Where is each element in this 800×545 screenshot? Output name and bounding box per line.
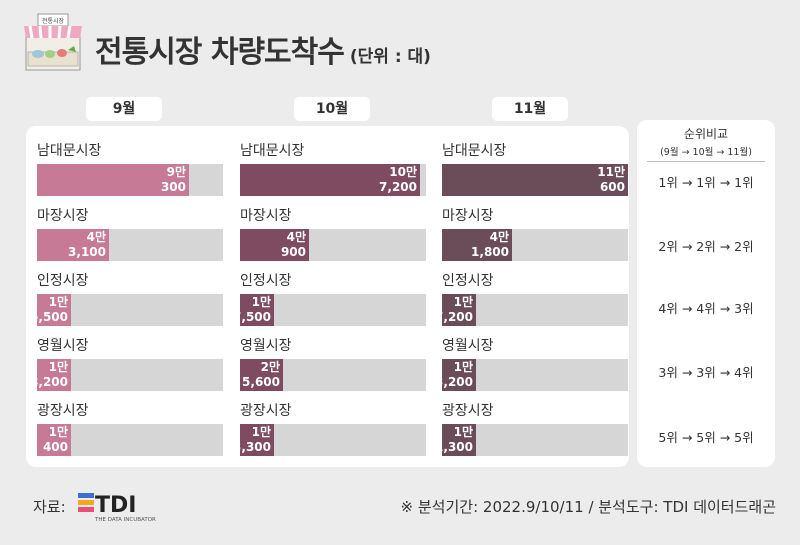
bar-oct: 1만 3,300 — [233, 424, 274, 456]
bar-value-label: 1만 400 — [42, 425, 68, 454]
logo-subtext: THE DATA INCUBATOR — [94, 517, 156, 523]
market-name-nov: 광장시장 — [442, 403, 494, 419]
rank-row: 5위 → 5위 → 5위 — [658, 430, 754, 445]
title-block: 전통시장 차량도착수 (단위 : 대) — [95, 27, 431, 71]
stall-sign-text: 전통시장 — [42, 17, 65, 25]
market-name-oct: 영월시장 — [240, 338, 292, 354]
analysis-note: ※ 분석기간: 2022.9/10/11 / 분석도구: TDI 데이터드래곤 — [400, 498, 776, 516]
bar-value-label: 2만 5,600 — [242, 360, 280, 389]
bar-sep: 4만 3,100 — [37, 229, 109, 261]
bar-value-label: 1만 7,500 — [233, 295, 271, 324]
market-name-sep: 인정시장 — [37, 273, 89, 289]
bar-sep: 9만 300 — [37, 164, 189, 196]
market-name-nov: 남대문시장 — [442, 143, 507, 159]
bar-value-label: 1만 1,300 — [435, 425, 473, 454]
bar-value-label: 1만 3,200 — [435, 360, 473, 389]
bar-oct: 4만 900 — [240, 229, 309, 261]
bar-track: 9만 300 — [37, 164, 223, 196]
chart-panel: 남대문시장 9만 300 마장시장 4만 3,100 인정시장 1만 5,500 영월시장 1만 8,… — [26, 126, 629, 467]
bar-sep: 1만 8,200 — [30, 359, 71, 391]
bar-sep: 1만 5,500 — [30, 294, 71, 326]
bar-track: 2만 5,600 — [240, 359, 426, 391]
page-title: 전통시장 차량도착수 — [95, 35, 345, 70]
market-name-sep: 남대문시장 — [37, 143, 102, 159]
bar-value-label: 1만 5,500 — [30, 295, 68, 324]
bar-oct: 1만 7,500 — [233, 294, 274, 326]
market-stall-icon: 전통시장 — [24, 13, 82, 71]
bar-value-label: 4만 3,100 — [68, 230, 106, 259]
market-name-sep: 광장시장 — [37, 403, 89, 419]
bar-nov: 4만 1,800 — [442, 229, 512, 261]
market-name-oct: 인정시장 — [240, 273, 292, 289]
market-name-oct: 남대문시장 — [240, 143, 305, 159]
bar-track: 4만 3,100 — [37, 229, 223, 261]
bar-value-label: 10만 7,200 — [379, 165, 417, 194]
market-name-oct: 마장시장 — [240, 208, 292, 224]
bar-track: 1만 400 — [37, 424, 223, 456]
bar-track: 11만 600 — [442, 164, 628, 196]
bar-track: 4만 1,800 — [442, 229, 628, 261]
rank-panel: 순위비교 (9월 → 10월 → 11월) 1위 → 1위 → 1위 2위 → … — [637, 120, 775, 467]
source-label: 자료: — [33, 498, 66, 516]
market-name-nov: 영월시장 — [442, 338, 494, 354]
bar-track: 1만 3,300 — [233, 424, 426, 456]
market-name-nov: 인정시장 — [442, 273, 494, 289]
bar-track: 4만 900 — [240, 229, 426, 261]
bar-track: 1만 5,500 — [30, 294, 223, 326]
bar-track: 1만 7,500 — [233, 294, 426, 326]
bar-track: 1만 7,200 — [435, 294, 628, 326]
rank-row: 1위 → 1위 → 1위 — [658, 175, 754, 190]
rank-divider — [647, 161, 765, 162]
bar-value-label: 1만 7,200 — [435, 295, 473, 324]
market-name-nov: 마장시장 — [442, 208, 494, 224]
month-label-oct: 10월 — [294, 97, 370, 121]
rank-row: 2위 → 2위 → 2위 — [658, 239, 754, 254]
rank-subtitle: (9월 → 10월 → 11월) — [660, 147, 752, 158]
bar-oct: 10만 7,200 — [240, 164, 420, 196]
bar-nov: 1만 7,200 — [435, 294, 476, 326]
market-name-sep: 영월시장 — [37, 338, 89, 354]
bar-oct: 2만 5,600 — [240, 359, 283, 391]
month-label-nov: 11월 — [492, 97, 568, 121]
market-name-oct: 광장시장 — [240, 403, 292, 419]
bar-track: 1만 3,200 — [435, 359, 628, 391]
bar-value-label: 1만 8,200 — [30, 360, 68, 389]
bar-track: 1만 1,300 — [435, 424, 628, 456]
logo-text: TDI — [95, 493, 136, 518]
bar-value-label: 4만 900 — [280, 230, 306, 259]
tdi-logo: TDI THE DATA INCUBATOR — [78, 493, 156, 523]
market-name-sep: 마장시장 — [37, 208, 89, 224]
rank-row: 4위 → 4위 → 3위 — [658, 301, 754, 316]
bar-track: 10만 7,200 — [240, 164, 426, 196]
bar-sep: 1만 400 — [37, 424, 71, 456]
bar-nov: 11만 600 — [442, 164, 628, 196]
rank-title: 순위비교 — [683, 127, 729, 141]
unit-label: (단위 : 대) — [349, 47, 431, 67]
bar-track: 1만 8,200 — [30, 359, 223, 391]
bar-value-label: 11만 600 — [597, 165, 625, 194]
bar-nov: 1만 3,200 — [435, 359, 476, 391]
month-label-sep: 9월 — [86, 97, 162, 121]
bar-value-label: 4만 1,800 — [471, 230, 509, 259]
bar-nov: 1만 1,300 — [435, 424, 476, 456]
bar-value-label: 1만 3,300 — [233, 425, 271, 454]
rank-row: 3위 → 3위 → 4위 — [658, 365, 754, 380]
bar-value-label: 9만 300 — [160, 165, 186, 194]
